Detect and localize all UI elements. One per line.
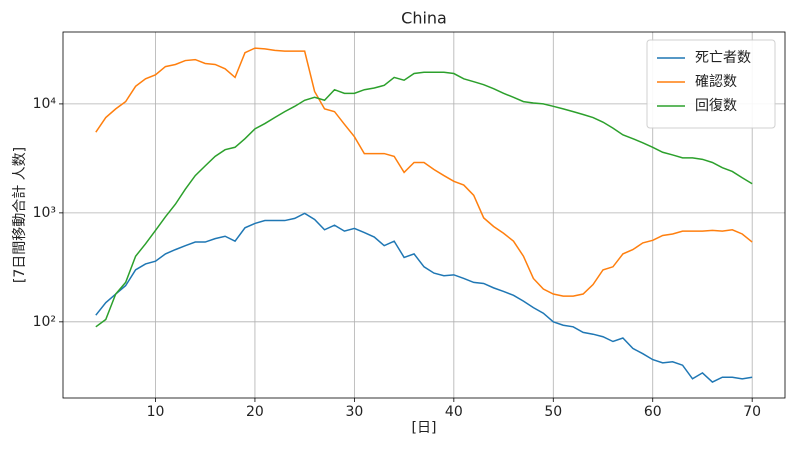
x-tick-label: 70	[743, 404, 761, 420]
y-tick-label: 10²	[33, 314, 56, 330]
x-tick-label: 60	[644, 404, 662, 420]
legend-label: 確認数	[695, 74, 737, 90]
y-tick-label: 10³	[33, 205, 56, 221]
legend-label: 回復数	[695, 97, 737, 114]
x-tick-label: 10	[147, 404, 165, 420]
plot-frame	[62, 31, 786, 399]
x-tick-label: 30	[345, 404, 363, 420]
chart-title: China	[401, 9, 447, 28]
x-tick-label: 20	[246, 404, 264, 420]
series-line	[95, 212, 753, 383]
y-axis-label: [7日間移動合計 人数]	[12, 147, 28, 283]
legend-label: 死亡者数	[695, 50, 751, 66]
x-axis-label: [日]	[412, 420, 437, 436]
x-tick-label: 40	[445, 404, 463, 420]
y-tick-label: 10⁴	[33, 96, 57, 112]
series-line	[95, 47, 753, 297]
x-tick-label: 50	[544, 404, 562, 420]
series-line	[95, 71, 753, 328]
